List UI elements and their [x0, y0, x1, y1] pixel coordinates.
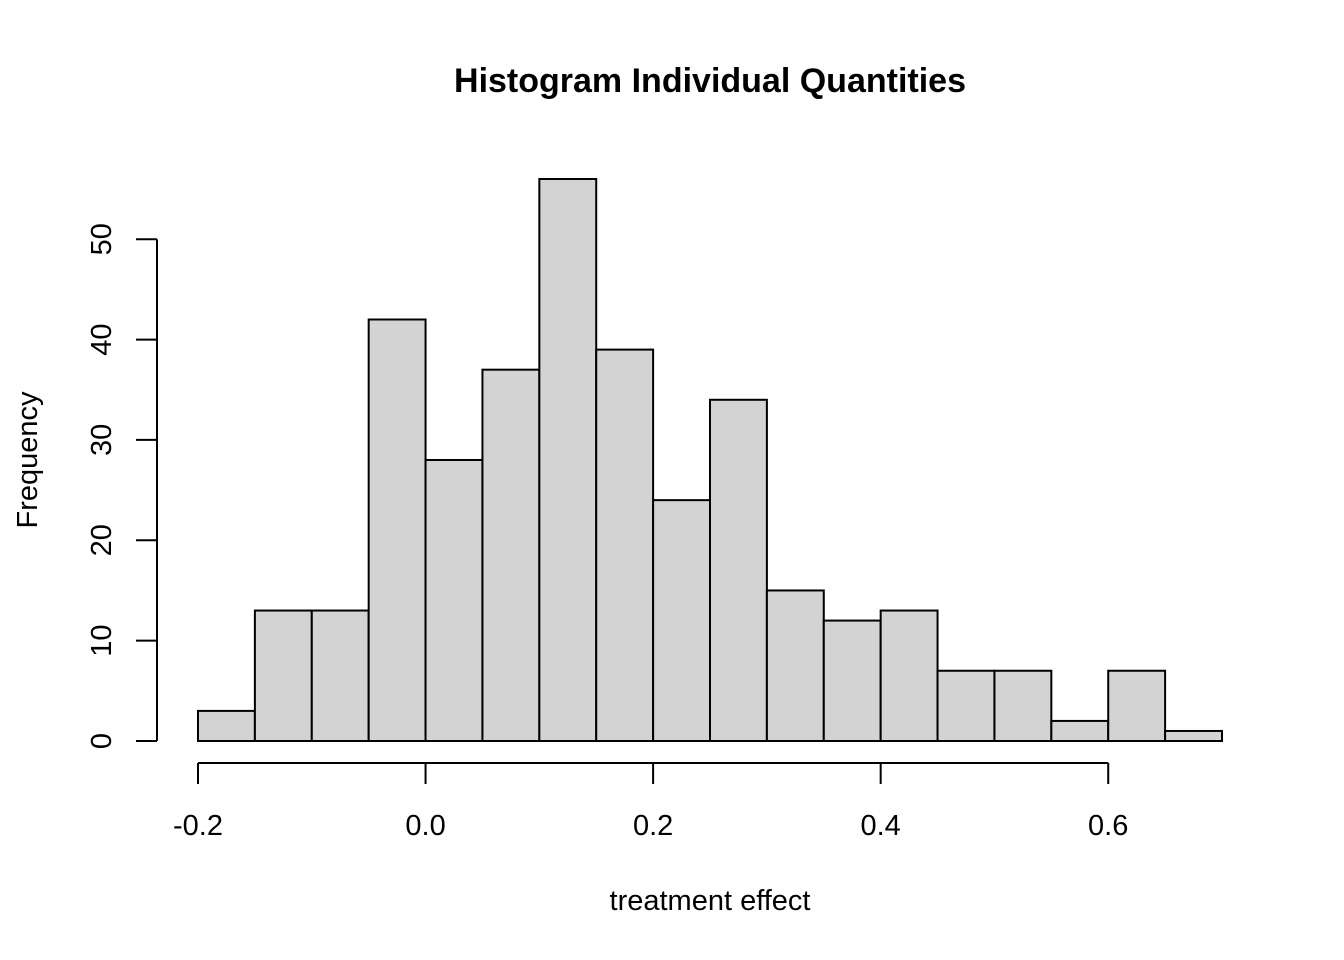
x-tick-label: 0.4 [861, 810, 901, 842]
y-tick-label: 50 [86, 223, 118, 255]
y-tick-label: 0 [86, 733, 118, 749]
histogram-bar [481, 368, 541, 742]
histogram-bar [1050, 719, 1110, 743]
histogram-bar [253, 609, 313, 742]
histogram-bar [538, 178, 598, 742]
x-ticks-group: -0.2 0.0 0.2 0.4 0.6 [173, 763, 1128, 842]
histogram-bar [652, 499, 711, 742]
histogram-bar [595, 348, 655, 742]
histogram-bar [1164, 729, 1223, 743]
y-tick-label: 10 [86, 625, 118, 657]
x-tick-label: -0.2 [173, 810, 223, 842]
histogram-bar [424, 459, 484, 742]
histogram-bar [1107, 669, 1167, 742]
histogram-bar [367, 318, 427, 742]
x-tick-label: 0.2 [633, 810, 673, 842]
histogram-bar [993, 669, 1053, 742]
histogram-bar [822, 619, 882, 742]
x-tick-label: 0.6 [1088, 810, 1128, 842]
x-axis-label: treatment effect [610, 885, 811, 917]
y-tick-label: 20 [86, 524, 118, 556]
bars-group [197, 178, 1223, 743]
y-tick-label: 30 [86, 424, 118, 456]
histogram-bar [709, 398, 768, 742]
histogram-bar [197, 709, 256, 743]
histogram-bar [310, 609, 370, 742]
histogram-bar [936, 669, 996, 742]
y-ticks-group: 0 10 20 30 40 50 [86, 223, 157, 749]
x-tick-label: 0.0 [405, 810, 445, 842]
chart-title: Histogram Individual Quantities [454, 62, 966, 100]
histogram-bar [879, 609, 939, 742]
histogram-bar [765, 589, 825, 743]
y-tick-label: 40 [86, 323, 118, 355]
y-axis-label: Frequency [12, 391, 44, 529]
